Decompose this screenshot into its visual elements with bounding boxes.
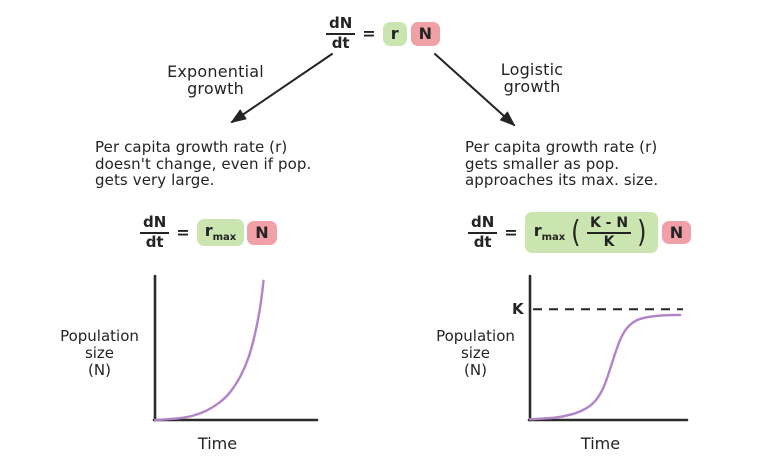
left-x-axis-label: Time	[197, 434, 238, 453]
label-line: Exponential	[167, 62, 264, 81]
fraction-denominator: dt	[145, 232, 164, 251]
equals-sign: =	[504, 223, 518, 243]
description-line: Per capita growth rate (r)	[95, 138, 288, 156]
r-max-term: rmax	[533, 221, 566, 244]
equals-sign: =	[176, 223, 190, 243]
left-branch-arrow-icon	[230, 53, 333, 124]
r-max-term: rmax	[204, 221, 237, 244]
fraction-numerator: dN	[140, 214, 170, 234]
label-line: Logistic	[500, 60, 564, 79]
label-line: growth	[187, 79, 244, 98]
right-y-axis-label: Population size (N)	[436, 327, 515, 379]
left-y-axis-label: Population size (N)	[60, 327, 139, 379]
label-line: growth	[503, 77, 561, 96]
top-equation: dN dt = r N	[326, 15, 440, 52]
close-paren: )	[637, 215, 647, 251]
population-term-chip: N	[661, 220, 692, 245]
k-n-over-k-fraction: K - N K	[586, 216, 632, 249]
dn-dt-fraction: dN dt	[140, 214, 170, 251]
logistic-growth-label: Logistic growth	[472, 61, 592, 95]
logistic-description: Per capita growth rate (r) gets smaller …	[465, 139, 737, 189]
description-line: doesn't change, even if pop.	[95, 154, 312, 173]
open-paren: (	[571, 215, 581, 251]
exponential-growth-label: Exponential growth	[148, 63, 283, 97]
fraction-numerator: dN	[326, 15, 356, 35]
dn-dt-fraction: dN dt	[326, 15, 356, 52]
fraction-numerator: dN	[468, 214, 498, 234]
exponential-curve	[153, 279, 265, 422]
population-term-chip: N	[410, 21, 440, 46]
equals-sign: =	[362, 24, 376, 44]
exponential-description: Per capita growth rate (r) doesn't chang…	[95, 139, 363, 189]
carrying-capacity-label: K	[512, 300, 524, 318]
logistic-chart	[527, 274, 689, 422]
fraction-denominator: dt	[473, 232, 492, 251]
exponential-equation: dN dt = rmax N	[140, 214, 277, 251]
logistic-curve	[528, 313, 682, 421]
right-x-axis-label: Time	[580, 434, 621, 453]
description-line: gets smaller as pop.	[465, 154, 620, 173]
rate-max-limited-chip: rmax ( K - N K )	[524, 212, 658, 254]
description-line: approaches its max. size.	[465, 171, 659, 189]
description-line: Per capita growth rate (r)	[465, 138, 658, 156]
exponential-chart	[152, 274, 319, 422]
population-term-chip: N	[247, 220, 277, 245]
rate-max-chip: rmax	[196, 219, 245, 247]
dn-dt-fraction: dN dt	[468, 214, 498, 251]
logistic-equation: dN dt = rmax ( K - N K ) N	[468, 212, 692, 254]
description-line: gets very large.	[95, 171, 215, 189]
rate-term-chip: r	[382, 21, 407, 46]
right-branch-arrow-icon	[434, 53, 516, 127]
fraction-denominator: dt	[331, 33, 350, 52]
